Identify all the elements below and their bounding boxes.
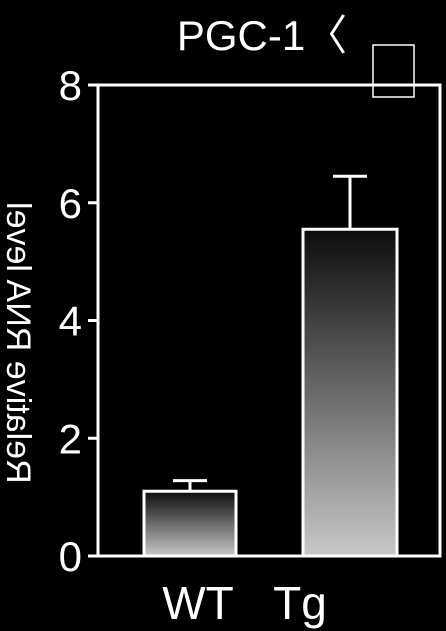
x-tick-label-tg: Tg xyxy=(273,577,327,629)
y-tick-label-4: 4 xyxy=(59,298,82,345)
y-axis-label-wrap: Relative RNA level xyxy=(0,202,37,484)
y-tick-label-8: 8 xyxy=(59,62,82,109)
y-tick-label-0: 0 xyxy=(59,533,82,580)
title-glyph-box xyxy=(372,44,415,98)
chart-title: PGC-1〈 xyxy=(177,12,347,59)
y-tick-label-2: 2 xyxy=(59,415,82,462)
bar-tg xyxy=(301,227,399,558)
y-axis-label: Relative RNA level xyxy=(0,202,37,484)
x-tick-label-wt: WT xyxy=(162,577,234,629)
y-tick-label-6: 6 xyxy=(59,180,82,227)
bar-wt xyxy=(142,489,238,558)
